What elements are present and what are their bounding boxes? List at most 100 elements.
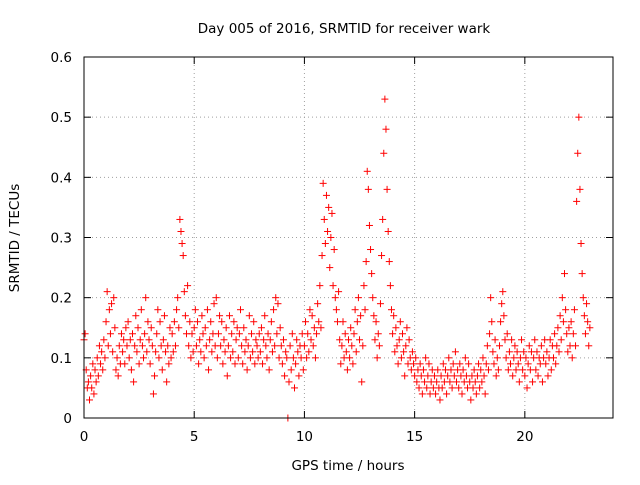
data-point [252,336,260,344]
data-point [385,258,393,266]
data-point [482,360,490,368]
data-point [382,125,390,133]
data-point [295,372,303,380]
data-point [313,330,321,338]
data-point [93,354,101,362]
data-point [102,318,110,326]
data-point [501,336,509,344]
data-point [567,318,575,326]
data-point [163,378,171,386]
data-point [584,318,592,326]
data-point [218,318,226,326]
data-point [316,282,324,290]
data-point [132,312,140,320]
data-point [106,330,114,338]
data-point [147,324,155,332]
data-point [307,336,315,344]
data-point [232,336,240,344]
data-point [465,360,473,368]
data-point [395,336,403,344]
data-point [151,372,159,380]
data-point [483,342,491,350]
data-point [241,348,249,356]
data-point [261,312,269,320]
data-point [422,354,430,362]
data-point [109,348,117,356]
data-point [115,342,123,350]
data-point [273,330,281,338]
data-point [188,330,196,338]
data-point [233,324,241,332]
data-point [127,366,135,374]
data-point [305,348,313,356]
data-point [569,330,577,338]
data-point [410,360,418,368]
data-point [134,324,142,332]
data-point [117,330,125,338]
grid-layer [84,57,613,418]
data-point [477,366,485,374]
data-point [238,342,246,350]
data-point [396,318,404,326]
data-point [320,215,328,223]
data-point [351,306,359,314]
data-point [175,324,183,332]
data-point [248,330,256,338]
data-point [341,330,349,338]
data-point [507,360,515,368]
data-point [321,240,329,248]
data-point [101,354,109,362]
data-point [492,372,500,380]
data-point [372,318,380,326]
data-point [495,342,503,350]
data-point [418,390,426,398]
data-point [378,252,386,260]
data-point [199,330,207,338]
data-point [92,378,100,386]
data-point [337,360,345,368]
data-point [376,300,384,308]
data-point [231,360,239,368]
data-point [509,372,517,380]
data-point [186,318,194,326]
data-point [242,336,250,344]
data-point [568,354,576,362]
data-point [498,300,506,308]
data-point [146,360,154,368]
data-point [423,384,431,392]
data-point [392,324,400,332]
data-point [208,348,216,356]
data-point [555,348,563,356]
data-point [383,185,391,193]
data-point [169,348,177,356]
data-point [114,372,122,380]
data-point [178,240,186,248]
data-point [110,294,118,302]
data-point [88,384,96,392]
x-tick-label: 0 [80,429,89,445]
data-point [558,294,566,302]
data-point [502,354,510,362]
data-point [236,306,244,314]
data-point [315,318,323,326]
data-point [513,348,521,356]
data-point [551,330,559,338]
data-point [443,390,451,398]
y-axis-label: SRMTID / TECUs [7,184,23,292]
data-point [177,227,185,235]
data-point [386,282,394,290]
data-point [583,300,591,308]
data-point [373,354,381,362]
data-point [447,366,455,374]
data-point [302,318,310,326]
data-point [553,342,561,350]
data-point [219,360,227,368]
data-point [552,360,560,368]
data-point [479,354,487,362]
data-point [149,390,157,398]
data-point [87,372,95,380]
data-point [324,227,332,235]
data-point [229,348,237,356]
data-point [473,372,481,380]
data-point [519,366,527,374]
